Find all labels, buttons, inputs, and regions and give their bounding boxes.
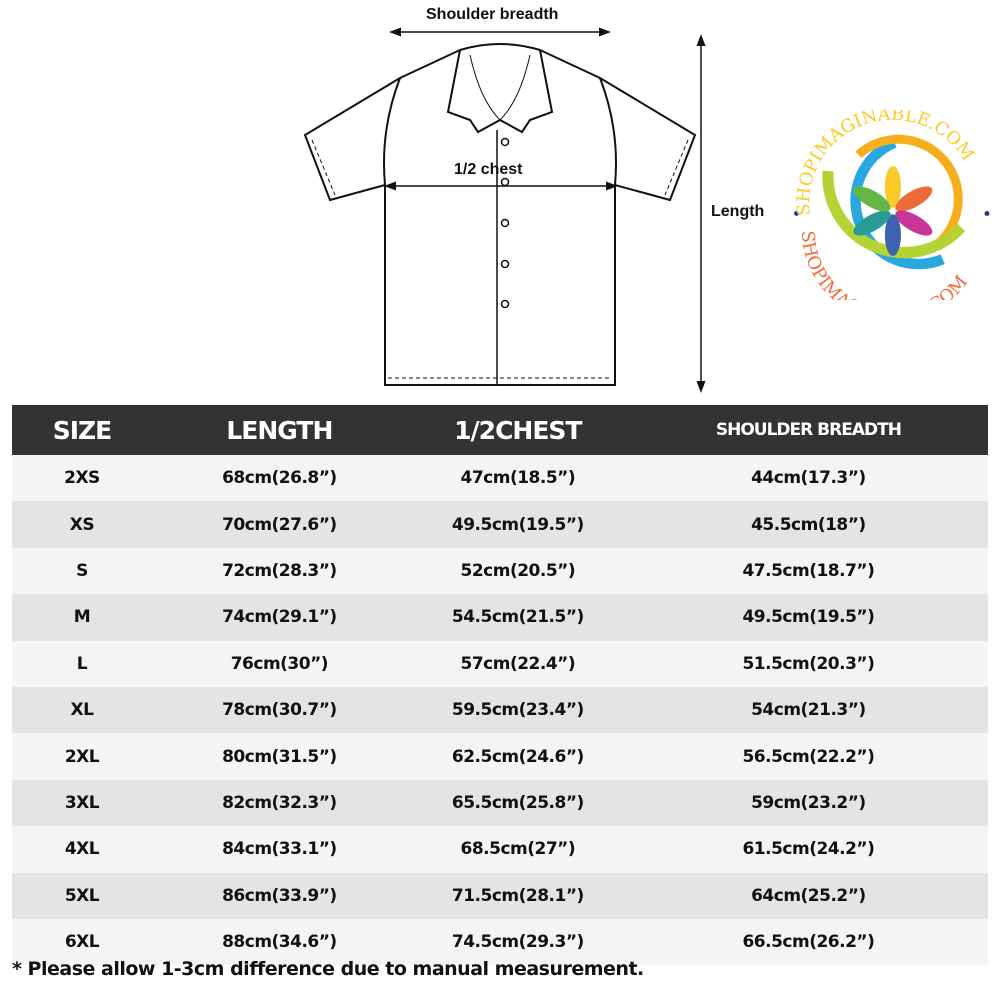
cell-length: 76cm(30”) [151, 640, 407, 687]
cell-half-chest: 49.5cm(19.5”) [406, 501, 629, 548]
cell-length: 86cm(33.9”) [151, 872, 407, 919]
header-length: LENGTH [151, 405, 407, 455]
cell-shoulder-breadth: 51.5cm(20.3”) [628, 640, 988, 687]
half-chest-label: 1/2 chest [454, 161, 523, 178]
cell-shoulder-breadth: 66.5cm(26.2”) [628, 918, 988, 966]
table-row: L 76cm(30”) 57cm(22.4”) 51.5cm(20.3”) [12, 640, 988, 687]
header-size: SIZE [12, 405, 152, 455]
cell-length: 72cm(28.3”) [151, 547, 407, 595]
size-chart-table: SIZE LENGTH 1/2CHEST SHOULDER BREADTH 2X… [12, 405, 988, 966]
cell-length: 74cm(29.1”) [151, 594, 407, 641]
cell-half-chest: 68.5cm(27”) [406, 826, 629, 873]
cell-half-chest: 62.5cm(24.6”) [406, 733, 629, 780]
table-row: 3XL 82cm(32.3”) 65.5cm(25.8”) 59cm(23.2”) [12, 779, 988, 827]
cell-half-chest: 74.5cm(29.3”) [406, 918, 629, 966]
table-row: S 72cm(28.3”) 52cm(20.5”) 47.5cm(18.7”) [12, 547, 988, 595]
table-header-row: SIZE LENGTH 1/2CHEST SHOULDER BREADTH [12, 405, 988, 455]
cell-size: 4XL [12, 826, 152, 873]
length-label: Length [711, 203, 765, 220]
measurement-note: * Please allow 1-3cm difference due to m… [12, 958, 644, 980]
table-row: XS 70cm(27.6”) 49.5cm(19.5”) 45.5cm(18”) [12, 501, 988, 548]
watermark-logo: SHOPIMAGINABLE.COM SHOPIMAGINABLE.COM [794, 110, 990, 300]
header-shoulder-breadth: SHOULDER BREADTH [628, 405, 988, 455]
cell-shoulder-breadth: 59cm(23.2”) [628, 779, 988, 827]
cell-size: 5XL [12, 872, 152, 919]
cell-half-chest: 47cm(18.5”) [406, 455, 629, 502]
shirt-outline-illustration [303, 27, 706, 393]
cell-length: 88cm(34.6”) [151, 918, 407, 966]
table-row: 2XL 80cm(31.5”) 62.5cm(24.6”) 56.5cm(22.2”) [12, 733, 988, 780]
cell-shoulder-breadth: 61.5cm(24.2”) [628, 826, 988, 873]
cell-size: 2XS [12, 455, 152, 502]
cell-half-chest: 52cm(20.5”) [406, 547, 629, 595]
table-row: M 74cm(29.1”) 54.5cm(21.5”) 49.5cm(19.5”) [12, 594, 988, 641]
cell-half-chest: 54.5cm(21.5”) [406, 594, 629, 641]
header-half-chest: 1/2CHEST [406, 405, 629, 455]
cell-half-chest: 71.5cm(28.1”) [406, 872, 629, 919]
cell-half-chest: 65.5cm(25.8”) [406, 779, 629, 827]
cell-shoulder-breadth: 49.5cm(19.5”) [628, 594, 988, 641]
cell-size: XS [12, 501, 152, 548]
cell-shoulder-breadth: 64cm(25.2”) [628, 872, 988, 919]
cell-shoulder-breadth: 54cm(21.3”) [628, 686, 988, 734]
cell-length: 68cm(26.8”) [151, 455, 407, 502]
cell-size: M [12, 594, 152, 641]
cell-length: 78cm(30.7”) [151, 686, 407, 734]
cell-half-chest: 59.5cm(23.4”) [406, 686, 629, 734]
table-row: XL 78cm(30.7”) 59.5cm(23.4”) 54cm(21.3”) [12, 686, 988, 734]
cell-length: 82cm(32.3”) [151, 779, 407, 827]
cell-length: 70cm(27.6”) [151, 501, 407, 548]
cell-shoulder-breadth: 47.5cm(18.7”) [628, 547, 988, 595]
cell-size: 2XL [12, 733, 152, 780]
table-row: 4XL 84cm(33.1”) 68.5cm(27”) 61.5cm(24.2”) [12, 826, 988, 873]
cell-size: S [12, 547, 152, 595]
cell-shoulder-breadth: 44cm(17.3”) [628, 455, 988, 502]
cell-length: 80cm(31.5”) [151, 733, 407, 780]
cell-size: L [12, 640, 152, 687]
cell-size: 6XL [12, 918, 152, 966]
cell-size: XL [12, 686, 152, 734]
cell-size: 3XL [12, 779, 152, 827]
shoulder-breadth-label: Shoulder breadth [426, 6, 559, 23]
cell-length: 84cm(33.1”) [151, 826, 407, 873]
shirt-diagram: Shoulder breadth 1/2 chest Length [0, 0, 1000, 400]
cell-shoulder-breadth: 56.5cm(22.2”) [628, 733, 988, 780]
table-row: 2XS 68cm(26.8”) 47cm(18.5”) 44cm(17.3”) [12, 455, 988, 502]
table-row: 6XL 88cm(34.6”) 74.5cm(29.3”) 66.5cm(26.2”) [12, 918, 988, 966]
table-row: 5XL 86cm(33.9”) 71.5cm(28.1”) 64cm(25.2”) [12, 872, 988, 919]
cell-shoulder-breadth: 45.5cm(18”) [628, 501, 988, 548]
cell-half-chest: 57cm(22.4”) [406, 640, 629, 687]
